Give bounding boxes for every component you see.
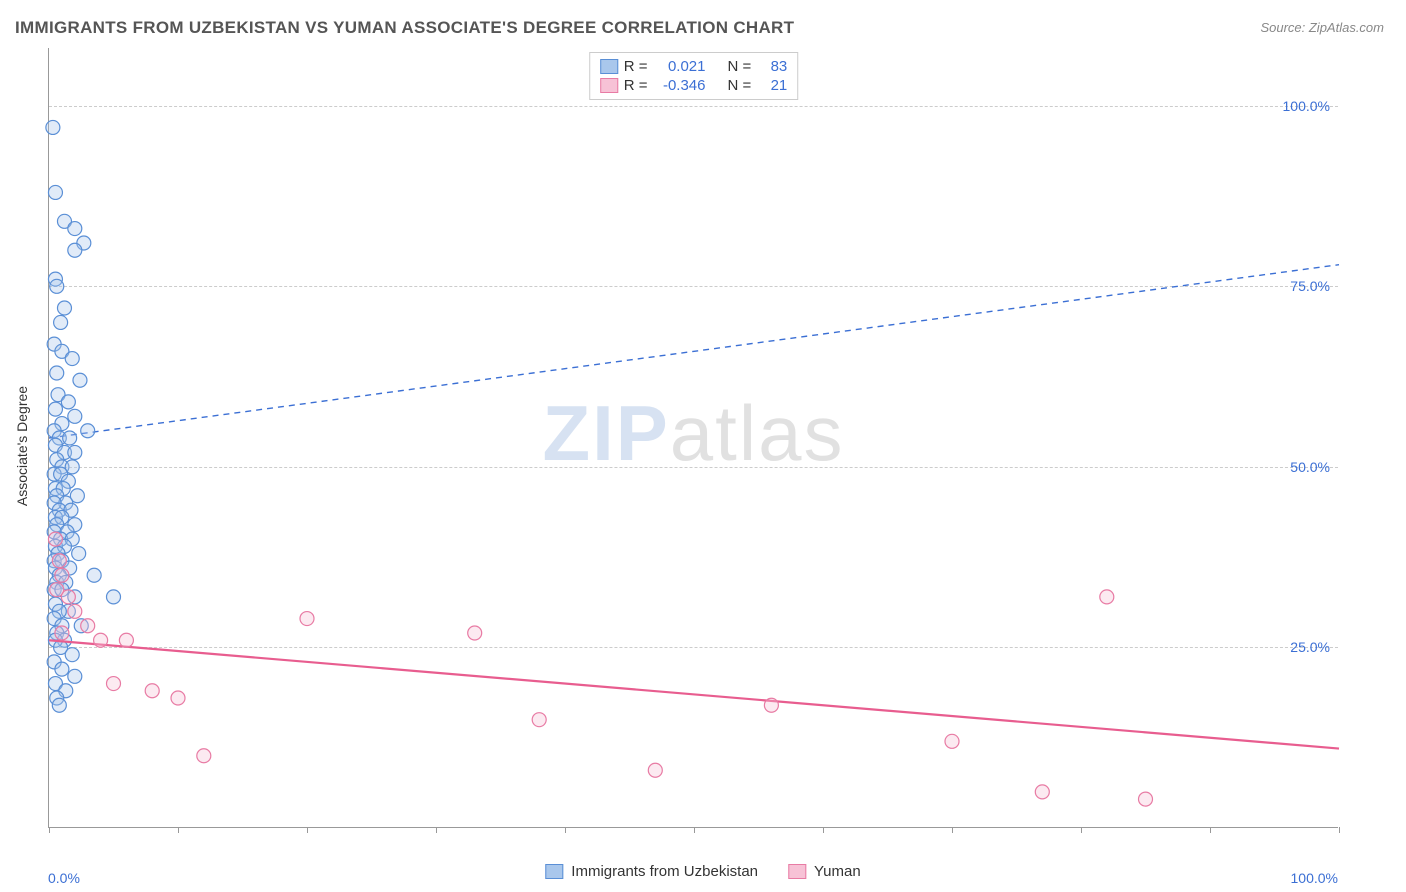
data-point-yuman: [171, 691, 185, 705]
data-point-yuman: [107, 677, 121, 691]
data-point-yuman: [197, 749, 211, 763]
data-point-yuman: [48, 532, 62, 546]
data-point-uzbek: [73, 373, 87, 387]
stats-row-uzbek: R = 0.021 N = 83: [600, 57, 788, 76]
data-point-uzbek: [68, 243, 82, 257]
data-point-uzbek: [57, 301, 71, 315]
x-axis-min-label: 0.0%: [48, 870, 80, 886]
data-point-uzbek: [61, 395, 75, 409]
r-value: -0.346: [654, 77, 706, 94]
legend-item-yuman: Yuman: [788, 863, 861, 880]
data-point-uzbek: [87, 568, 101, 582]
trend-line-uzbek: [49, 265, 1339, 438]
data-point-uzbek: [48, 402, 62, 416]
data-point-yuman: [52, 554, 66, 568]
n-label: N =: [728, 58, 752, 75]
data-point-uzbek: [50, 366, 64, 380]
data-point-yuman: [764, 698, 778, 712]
data-point-uzbek: [54, 315, 68, 329]
source-prefix: Source:: [1260, 20, 1308, 35]
legend-item-uzbek: Immigrants from Uzbekistan: [545, 863, 758, 880]
swatch-yuman: [600, 78, 618, 93]
n-label: N =: [728, 77, 752, 94]
data-point-yuman: [55, 568, 69, 582]
data-point-yuman: [1100, 590, 1114, 604]
bottom-legend: Immigrants from Uzbekistan Yuman: [545, 863, 860, 880]
stats-legend: R = 0.021 N = 83 R = -0.346 N = 21: [589, 52, 799, 100]
data-point-uzbek: [68, 409, 82, 423]
data-point-yuman: [119, 633, 133, 647]
data-point-uzbek: [65, 352, 79, 366]
swatch-uzbek: [545, 864, 563, 879]
x-tick: [823, 827, 824, 833]
x-tick: [1339, 827, 1340, 833]
swatch-uzbek: [600, 59, 618, 74]
source-attribution: Source: ZipAtlas.com: [1260, 20, 1384, 35]
data-point-uzbek: [50, 279, 64, 293]
data-point-uzbek: [55, 662, 69, 676]
x-tick: [178, 827, 179, 833]
legend-label: Immigrants from Uzbekistan: [571, 863, 758, 880]
x-tick: [307, 827, 308, 833]
data-point-yuman: [468, 626, 482, 640]
n-value: 21: [757, 77, 787, 94]
trend-line-yuman: [49, 640, 1339, 748]
swatch-yuman: [788, 864, 806, 879]
chart-canvas: [49, 48, 1338, 827]
x-tick: [436, 827, 437, 833]
x-tick: [694, 827, 695, 833]
data-point-uzbek: [48, 185, 62, 199]
data-point-uzbek: [68, 222, 82, 236]
data-point-uzbek: [52, 698, 66, 712]
data-point-yuman: [94, 633, 108, 647]
data-point-yuman: [1139, 792, 1153, 806]
data-point-yuman: [68, 604, 82, 618]
x-tick: [952, 827, 953, 833]
r-label: R =: [624, 77, 648, 94]
data-point-uzbek: [72, 547, 86, 561]
r-value: 0.021: [654, 58, 706, 75]
data-point-yuman: [532, 713, 546, 727]
chart-title: IMMIGRANTS FROM UZBEKISTAN VS YUMAN ASSO…: [15, 18, 794, 38]
data-point-uzbek: [68, 669, 82, 683]
data-point-yuman: [1035, 785, 1049, 799]
source-name: ZipAtlas.com: [1309, 20, 1384, 35]
n-value: 83: [757, 58, 787, 75]
r-label: R =: [624, 58, 648, 75]
x-tick: [49, 827, 50, 833]
data-point-uzbek: [107, 590, 121, 604]
x-axis-max-label: 100.0%: [1291, 870, 1338, 886]
data-point-uzbek: [65, 648, 79, 662]
data-point-yuman: [55, 626, 69, 640]
data-point-yuman: [648, 763, 662, 777]
x-tick: [565, 827, 566, 833]
plot-area: 25.0%50.0%75.0%100.0% ZIPatlas R =0.021N…: [48, 48, 1338, 828]
legend-label: Yuman: [814, 863, 861, 880]
data-point-uzbek: [81, 424, 95, 438]
data-point-yuman: [945, 734, 959, 748]
y-axis-title: Associate's Degree: [14, 386, 30, 506]
data-point-yuman: [300, 612, 314, 626]
data-point-uzbek: [46, 120, 60, 134]
x-tick: [1210, 827, 1211, 833]
x-tick: [1081, 827, 1082, 833]
data-point-yuman: [81, 619, 95, 633]
stats-row-yuman: R = -0.346 N = 21: [600, 76, 788, 95]
data-point-uzbek: [63, 431, 77, 445]
data-point-yuman: [61, 590, 75, 604]
data-point-uzbek: [68, 445, 82, 459]
data-point-yuman: [145, 684, 159, 698]
